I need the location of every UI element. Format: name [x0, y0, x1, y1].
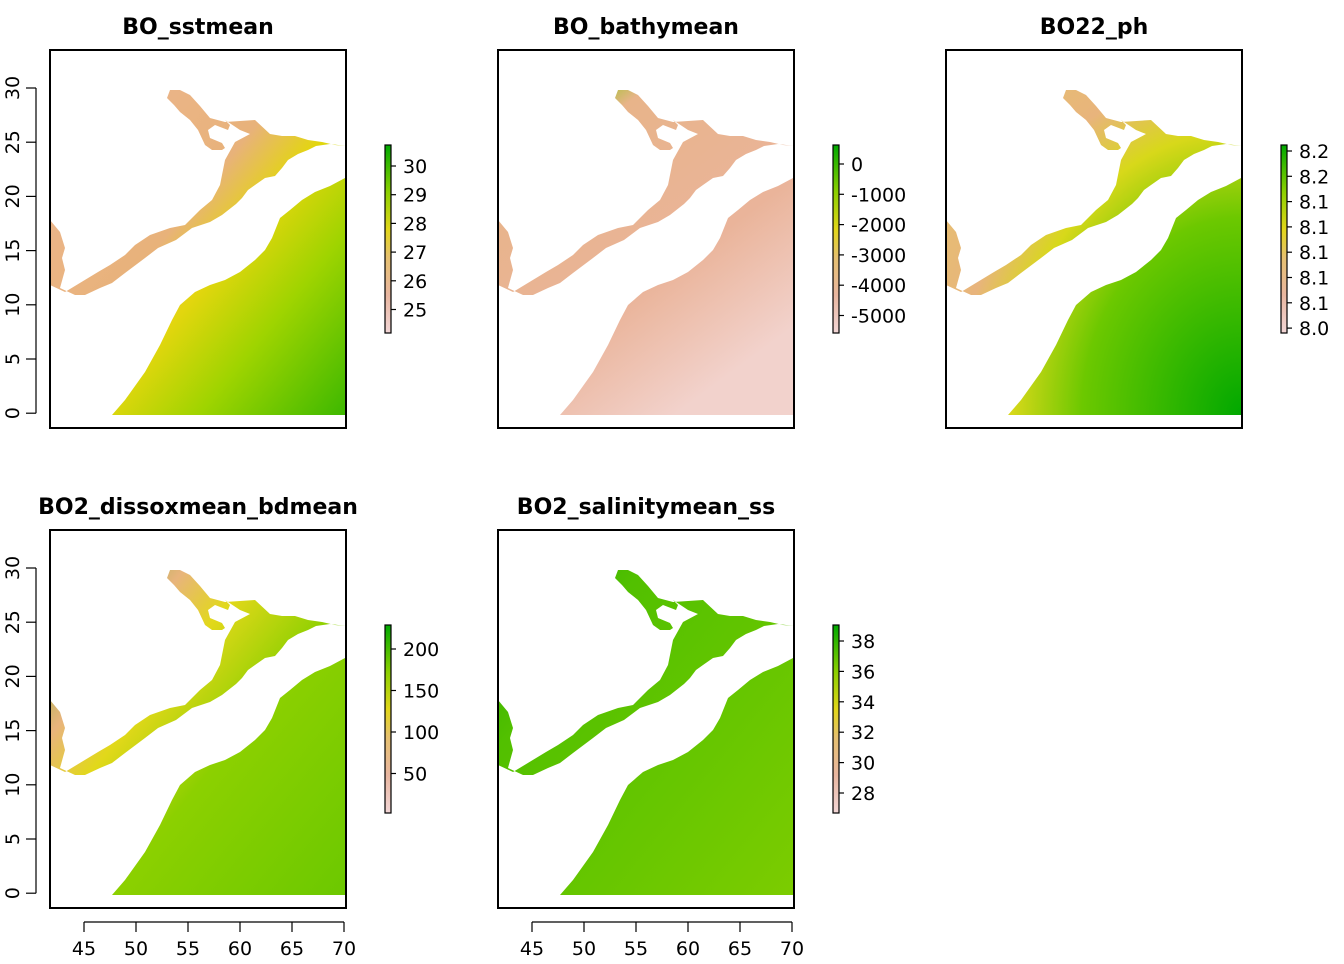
legend-label: 29 [403, 185, 427, 207]
raster-fill [498, 570, 794, 895]
y-tick-label: 20 [2, 664, 24, 688]
plot-frame [49, 529, 347, 909]
legend-label: -3000 [851, 245, 906, 267]
legend-label: 100 [403, 722, 439, 744]
legend-label: 8.2 [1299, 166, 1329, 188]
y-tick-label: 20 [2, 184, 24, 208]
x-tick-label: 45 [72, 938, 96, 960]
legend-label: 8.2 [1299, 141, 1329, 163]
x-tick-label: 50 [572, 938, 596, 960]
plot-frame [945, 49, 1243, 429]
y-tick-label: 15 [2, 239, 24, 263]
legend-label: 8.0 [1299, 318, 1329, 340]
x-tick-label: 65 [728, 938, 752, 960]
x-tick-label: 65 [280, 938, 304, 960]
y-tick-label: 30 [2, 76, 24, 100]
legend-label: -4000 [851, 275, 906, 297]
x-tick-label: 55 [624, 938, 648, 960]
raster-layer [946, 90, 1242, 415]
legend-label: 36 [851, 661, 875, 683]
legend-label: 28 [403, 213, 427, 235]
legend-label: -5000 [851, 306, 906, 328]
legend-label: 30 [851, 753, 875, 775]
legend-label: 38 [851, 631, 875, 653]
y-tick-label: 5 [2, 353, 24, 365]
map-panel: BO22_ph 8.2 8.2 8.1 8.1 8.1 8.1 8.1 8.0 [945, 15, 1329, 429]
x-tick-label: 45 [520, 938, 544, 960]
legend-label: 150 [403, 681, 439, 703]
legend-label: 27 [403, 242, 427, 264]
panel-title: BO2_salinitymean_ss [517, 495, 775, 520]
panel-title: BO22_ph [1040, 15, 1149, 40]
x-tick-label: 70 [332, 938, 356, 960]
legend-colorbar [384, 144, 392, 334]
raster-layer [50, 90, 346, 415]
map-panel: BO_sstmean 30 29 28 27 26 25 30 25 20 15 10 5 0 [2, 15, 427, 429]
legend-label: 8.1 [1299, 268, 1329, 290]
plot-frame [49, 49, 347, 429]
x-axis: 45 50 55 60 65 70 [72, 921, 356, 960]
x-tick-label: 50 [124, 938, 148, 960]
legend-colorbar [832, 624, 840, 814]
plot-frame [497, 529, 795, 909]
legend-label: 34 [851, 692, 875, 714]
raster-layer [498, 570, 794, 895]
y-axis: 30 25 20 15 10 5 0 [2, 76, 37, 419]
panel-title: BO2_dissoxmean_bdmean [38, 495, 358, 520]
x-axis: 45 50 55 60 65 70 [520, 921, 804, 960]
panel-title: BO_sstmean [122, 15, 274, 40]
raster-layer [50, 570, 346, 895]
legend-label: 30 [403, 156, 427, 178]
raster-fill [50, 90, 346, 415]
legend-label: 26 [403, 271, 427, 293]
raster-fill [498, 90, 794, 415]
panel-title: BO_bathymean [553, 15, 739, 40]
y-tick-label: 30 [2, 556, 24, 580]
y-tick-label: 25 [2, 610, 24, 634]
legend-label: 8.1 [1299, 192, 1329, 214]
legend-label: 200 [403, 639, 439, 661]
legend-label: 8.1 [1299, 242, 1329, 264]
legend-colorbar [384, 624, 392, 814]
x-tick-label: 60 [228, 938, 252, 960]
legend-label: 0 [851, 154, 863, 176]
y-tick-label: 25 [2, 130, 24, 154]
legend-label: 32 [851, 722, 875, 744]
y-tick-label: 10 [2, 293, 24, 317]
x-tick-label: 60 [676, 938, 700, 960]
x-tick-label: 55 [176, 938, 200, 960]
legend-label: -1000 [851, 184, 906, 206]
raster-fill [50, 570, 346, 895]
legend-label: 50 [403, 764, 427, 786]
map-panel: BO2_salinitymean_ss 38 36 34 32 30 28 45 50 55 60 6… [497, 495, 875, 960]
map-panel: BO_bathymean 0 -1000 -2000 -3000 -4000 -5000 [497, 15, 906, 429]
y-tick-label: 0 [2, 407, 24, 419]
legend-label: -2000 [851, 215, 906, 237]
x-tick-label: 70 [780, 938, 804, 960]
y-tick-label: 15 [2, 719, 24, 743]
y-tick-label: 10 [2, 773, 24, 797]
legend-label: 25 [403, 300, 427, 322]
legend-label: 8.1 [1299, 217, 1329, 239]
map-panel: BO2_dissoxmean_bdmean2001501005030252015… [2, 495, 439, 960]
legend-colorbar [1280, 144, 1288, 334]
panels-group: BO_sstmean302928272625302520151050BO_bat… [2, 15, 1329, 960]
legend-label: 28 [851, 783, 875, 805]
plot-frame [497, 49, 795, 429]
legend-colorbar [832, 144, 840, 334]
y-tick-label: 5 [2, 833, 24, 845]
legend-label: 8.1 [1299, 293, 1329, 315]
raster-layer [498, 90, 794, 415]
y-tick-label: 0 [2, 887, 24, 899]
y-axis: 30 25 20 15 10 5 0 [2, 556, 37, 899]
raster-fill [946, 90, 1242, 415]
